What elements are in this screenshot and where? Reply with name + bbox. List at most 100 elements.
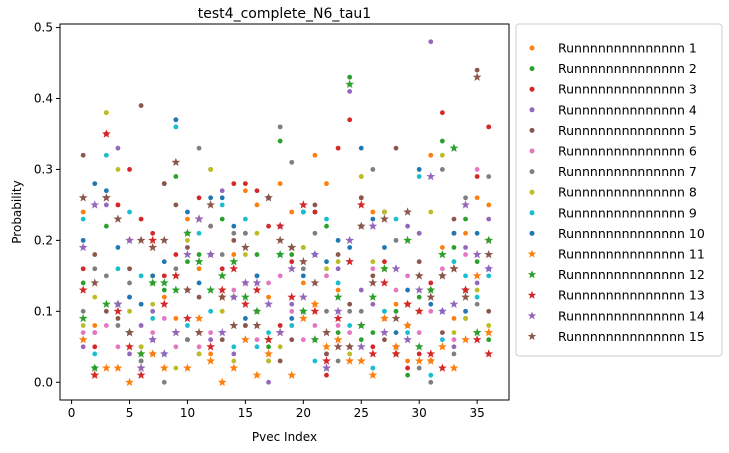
data-point <box>451 351 457 357</box>
data-point <box>127 209 132 215</box>
legend-frame <box>515 23 723 357</box>
data-point <box>254 230 260 236</box>
data-point <box>439 138 445 144</box>
data-point <box>426 292 436 301</box>
data-point <box>370 344 376 350</box>
data-point <box>335 330 341 336</box>
data-point <box>183 249 192 259</box>
data-point <box>414 271 424 280</box>
data-point <box>183 285 192 294</box>
data-point <box>92 323 98 328</box>
data-point <box>101 299 111 308</box>
data-point <box>289 159 295 165</box>
data-point <box>461 285 470 294</box>
legend-marker <box>527 270 537 279</box>
data-point <box>463 195 468 201</box>
data-point <box>185 216 190 222</box>
data-point <box>333 306 343 316</box>
data-point <box>438 306 447 316</box>
data-point <box>266 294 271 300</box>
data-point <box>484 349 494 358</box>
data-point <box>241 335 250 344</box>
legend: Runnnnnnnnnnnnnn 1 Runnnnnnnnnnnnnn 2 Runn… <box>515 23 723 357</box>
data-point <box>310 249 320 259</box>
data-point <box>347 323 353 328</box>
data-point <box>150 273 156 279</box>
data-point <box>113 306 123 316</box>
data-point <box>277 181 283 187</box>
data-point <box>416 259 422 265</box>
data-point <box>103 223 109 229</box>
data-point <box>159 278 169 287</box>
data-point <box>347 88 353 94</box>
data-point <box>252 370 262 379</box>
data-point <box>136 363 146 372</box>
data-point <box>80 308 86 314</box>
data-point <box>275 221 285 230</box>
data-point <box>148 278 158 287</box>
data-point <box>414 306 424 316</box>
data-point <box>127 167 132 172</box>
data-point <box>159 235 169 245</box>
data-point <box>219 202 225 208</box>
data-point <box>242 216 248 222</box>
legend-marker <box>529 148 535 154</box>
data-point <box>393 301 399 307</box>
data-point <box>242 230 248 236</box>
data-point <box>208 351 214 357</box>
data-point <box>217 328 227 337</box>
data-point <box>405 330 411 336</box>
data-point <box>426 285 436 294</box>
data-point <box>80 280 86 286</box>
data-point <box>300 337 306 343</box>
x-tick-label: 15 <box>238 406 253 420</box>
data-point <box>92 266 98 272</box>
data-point <box>486 124 492 130</box>
data-point <box>90 278 100 287</box>
data-point <box>173 202 179 208</box>
series-12 <box>78 79 494 372</box>
data-point <box>113 299 123 308</box>
data-point <box>78 285 88 294</box>
data-point <box>266 344 271 350</box>
data-point <box>463 245 468 250</box>
data-point <box>185 259 190 265</box>
data-point <box>231 230 237 236</box>
data-point <box>428 280 434 286</box>
data-point <box>416 294 422 300</box>
data-point <box>324 181 329 187</box>
data-point <box>264 335 273 344</box>
data-point <box>208 308 214 314</box>
data-point <box>103 202 109 208</box>
legend-label: Runnnnnnnnnnnnnn 3 <box>558 82 697 97</box>
data-point <box>358 174 364 179</box>
data-point <box>196 195 202 201</box>
legend-label: Runnnnnnnnnnnnnn 13 <box>558 288 705 303</box>
data-point <box>300 245 306 250</box>
data-point <box>90 363 100 372</box>
data-point <box>219 266 225 272</box>
data-point <box>206 200 216 209</box>
data-point <box>161 316 167 321</box>
data-point <box>449 363 459 372</box>
series-5 <box>80 67 492 364</box>
data-point <box>356 221 366 230</box>
data-point <box>451 330 457 336</box>
data-point <box>161 181 167 187</box>
data-point <box>428 152 434 158</box>
data-point <box>171 328 181 337</box>
legend-marker <box>529 66 535 72</box>
data-point <box>393 145 399 151</box>
data-point <box>196 344 202 350</box>
data-point <box>426 356 436 365</box>
data-point <box>127 280 132 286</box>
legend-marker <box>529 86 535 92</box>
data-point <box>229 257 239 266</box>
legend-label: Runnnnnnnnnnnnnn 7 <box>558 164 697 179</box>
series-2 <box>80 74 492 378</box>
legend-label: Runnnnnnnnnnnnnn 8 <box>558 185 697 200</box>
data-point <box>393 287 399 293</box>
data-point <box>461 200 470 209</box>
data-point <box>416 167 422 172</box>
data-point <box>333 292 343 301</box>
